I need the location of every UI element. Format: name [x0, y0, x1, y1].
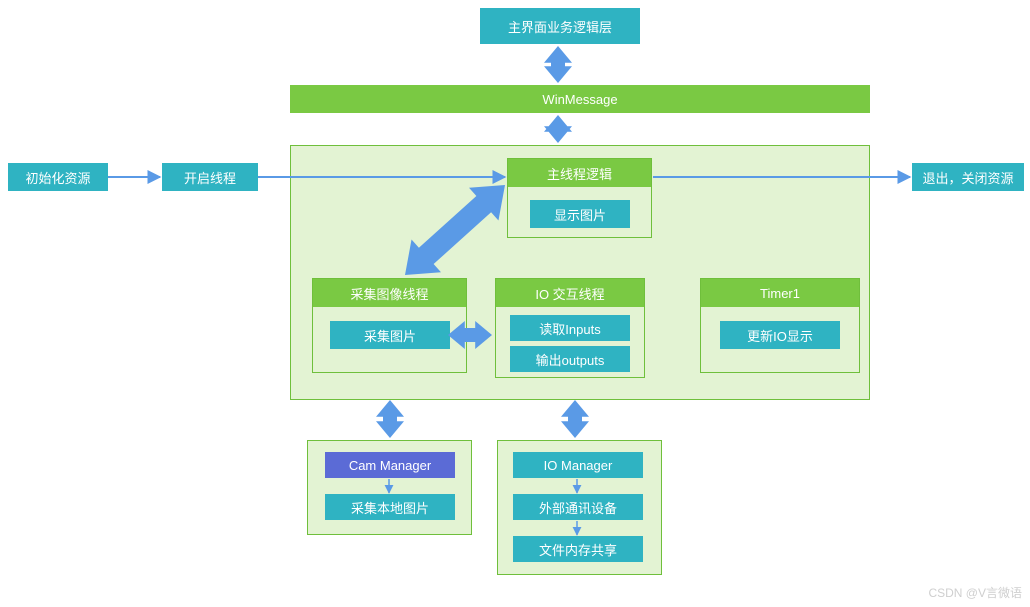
arrows-layer [0, 0, 1030, 607]
watermark: CSDN @V言微语 [928, 584, 1022, 601]
